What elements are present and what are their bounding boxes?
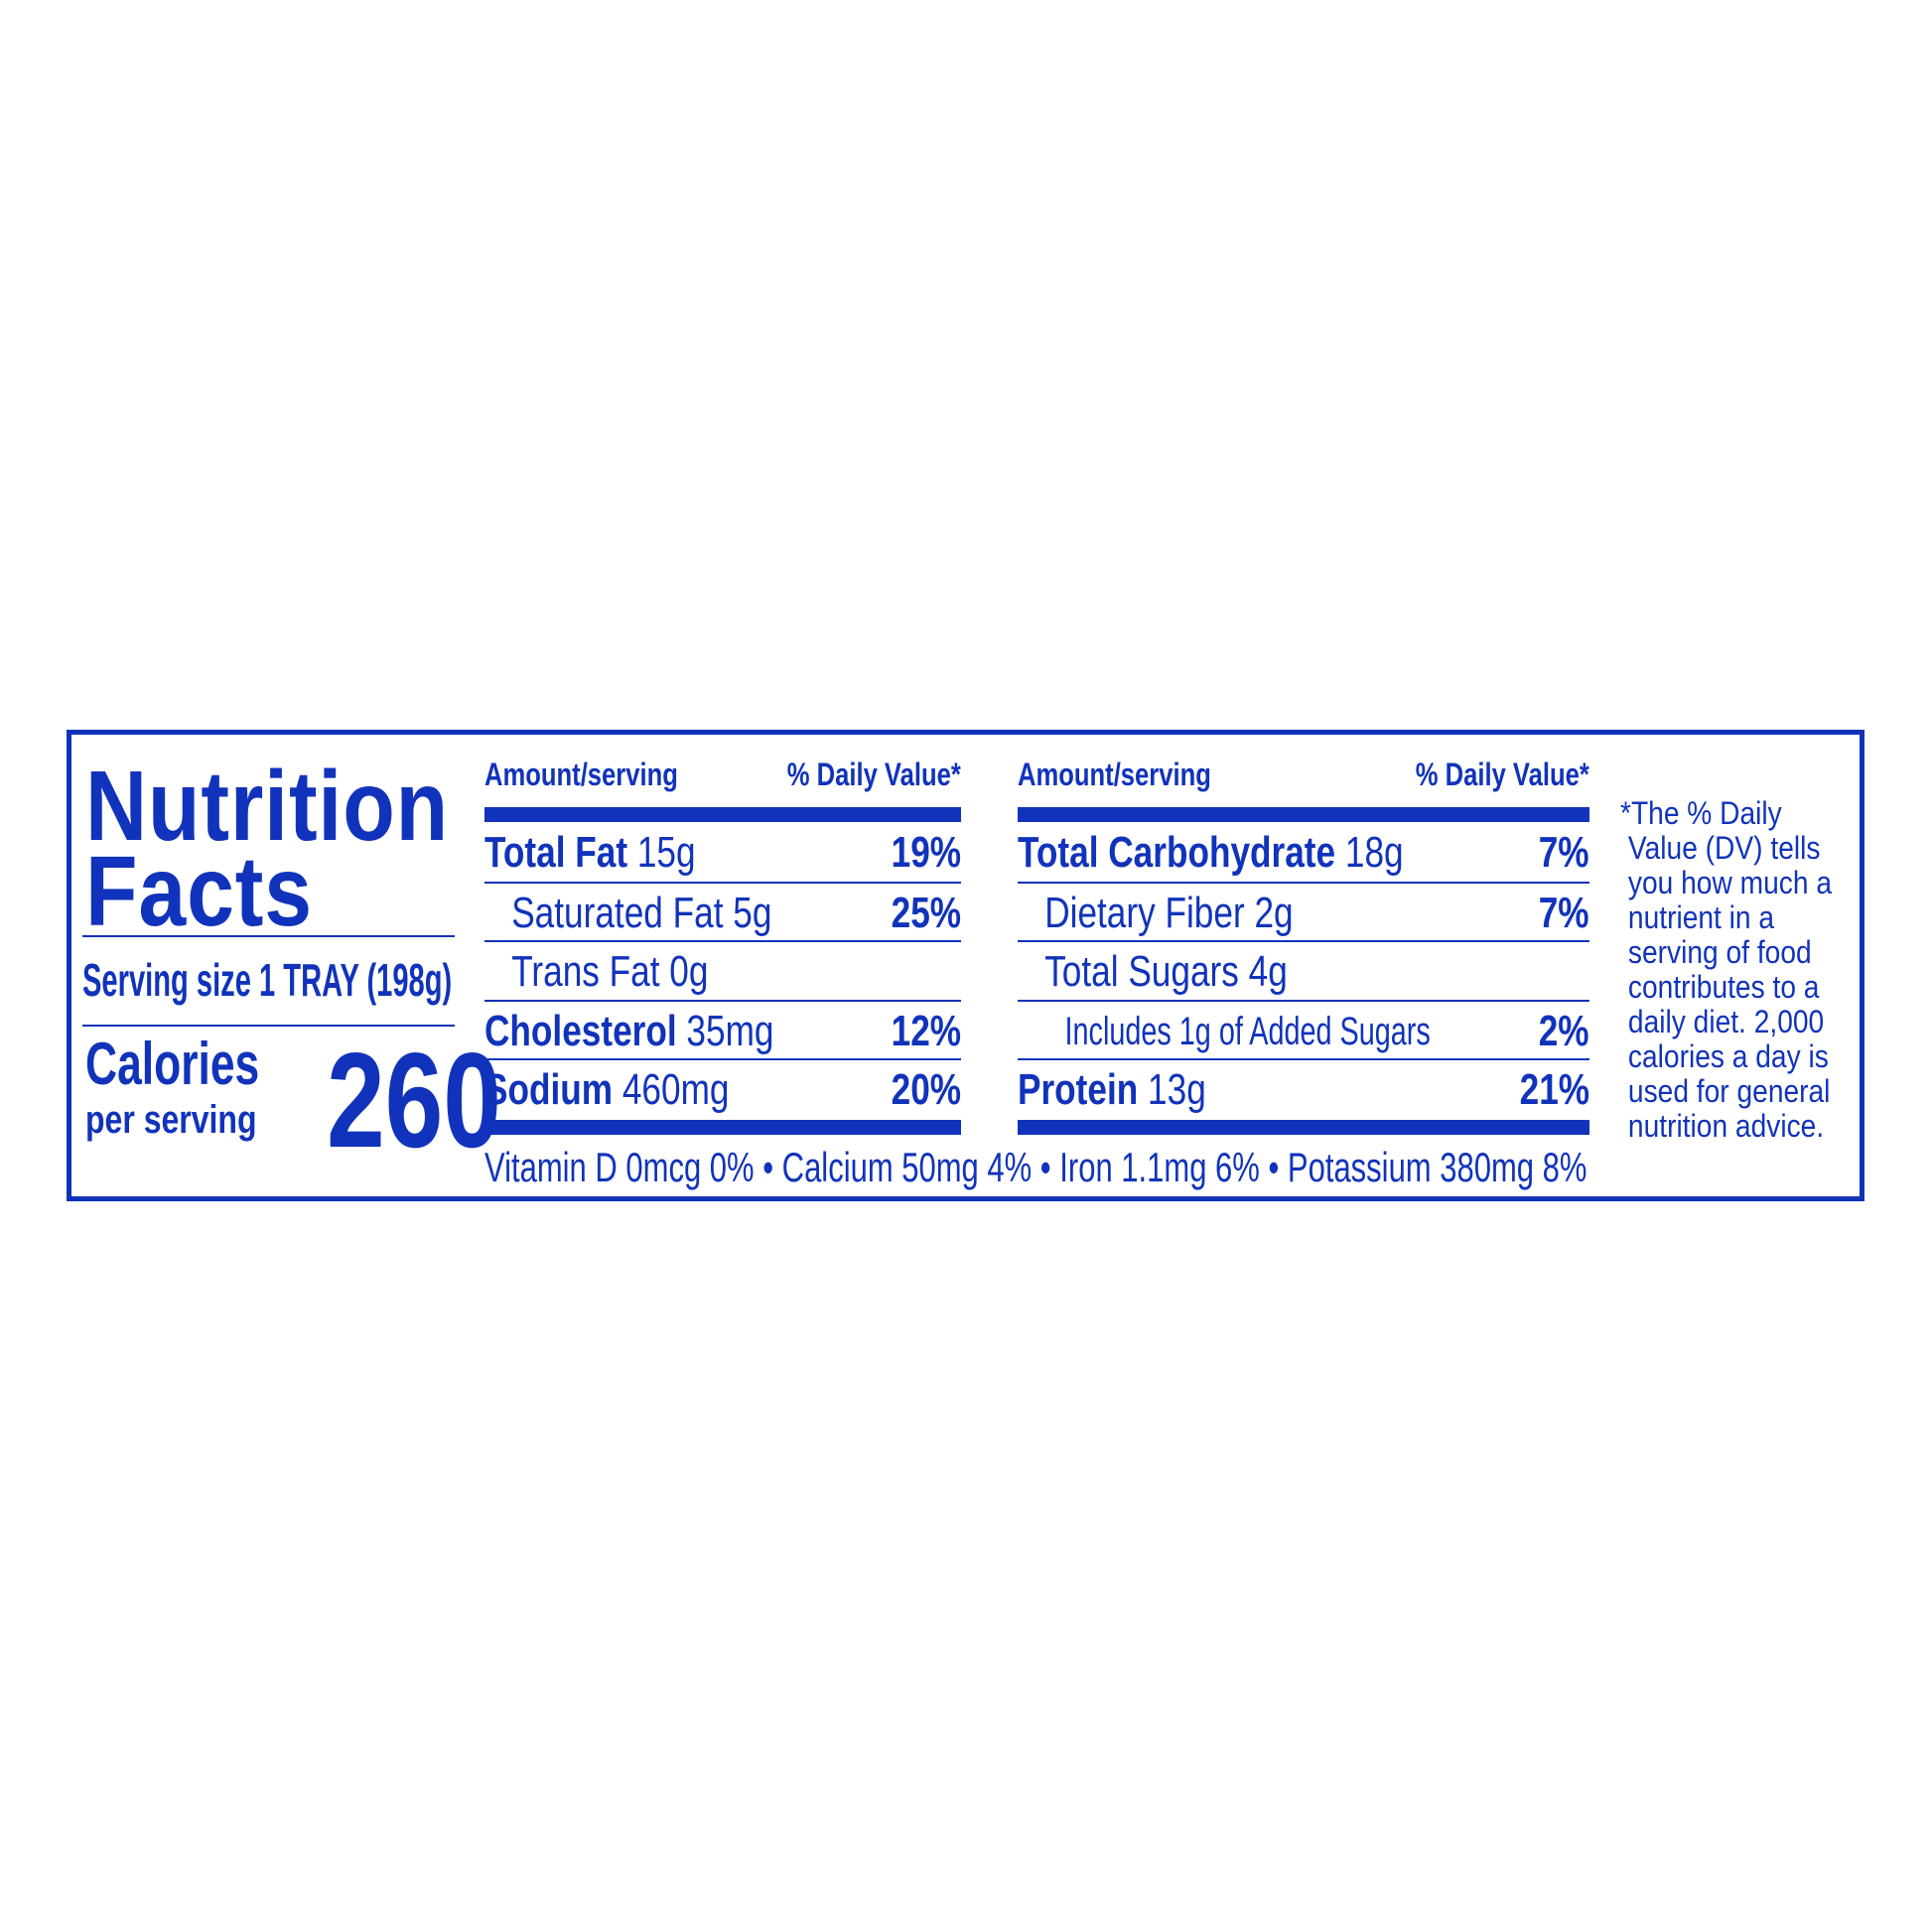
- nutrient-row: Sodium 460mg 20%: [484, 1065, 961, 1114]
- header-daily-value: % Daily Value*: [786, 757, 961, 792]
- nutrient-row: Includes 1g of Added Sugars 2%: [1064, 1007, 1589, 1055]
- nutrient-row: Dietary Fiber 2g 7%: [1044, 889, 1589, 937]
- serving-size: Serving size 1 TRAY (198g): [82, 954, 453, 1006]
- header-amount: Amount/serving: [1018, 757, 1211, 792]
- calories-label: Calories: [85, 1031, 260, 1097]
- per-serving-label: per serving: [85, 1098, 257, 1142]
- nutrient-row: Protein 13g 21%: [1018, 1065, 1589, 1114]
- nutrient-column-left: Amount/serving % Daily Value* Total Fat 1…: [484, 735, 961, 1201]
- title-facts: Facts: [85, 836, 313, 947]
- nutrient-row: Cholesterol 35mg 12%: [484, 1007, 961, 1055]
- header-daily-value: % Daily Value*: [1415, 757, 1589, 792]
- title-nutrition: Nutrition: [85, 751, 449, 862]
- thick-bar: [1018, 1120, 1589, 1135]
- nutrient-row: Total Sugars 4g: [1044, 947, 1288, 996]
- nutrient-row: Trans Fat 0g: [511, 947, 709, 996]
- nutrition-facts-label: Nutrition Facts Serving size 1 TRAY (198…: [67, 730, 1864, 1201]
- nutrient-row: Total Fat 15g 19%: [484, 828, 961, 877]
- calories-value: 260: [327, 1025, 501, 1175]
- thick-bar: [1018, 807, 1589, 822]
- daily-value-footnote: *The % Daily Value (DV) tells you how mu…: [1620, 795, 1832, 1144]
- thick-bar: [484, 1120, 961, 1135]
- divider: [82, 1025, 455, 1027]
- nutrient-row: Saturated Fat 5g 25%: [511, 889, 961, 937]
- nutrient-column-right: Amount/serving % Daily Value* Total Carbo…: [1018, 735, 1589, 1201]
- vitamins-minerals: Vitamin D 0mcg 0% • Calcium 50mg 4% • Ir…: [484, 1144, 1587, 1190]
- thick-bar: [484, 807, 961, 822]
- divider: [82, 935, 455, 937]
- header-amount: Amount/serving: [484, 757, 678, 792]
- nutrient-row: Total Carbohydrate 18g 7%: [1018, 828, 1589, 877]
